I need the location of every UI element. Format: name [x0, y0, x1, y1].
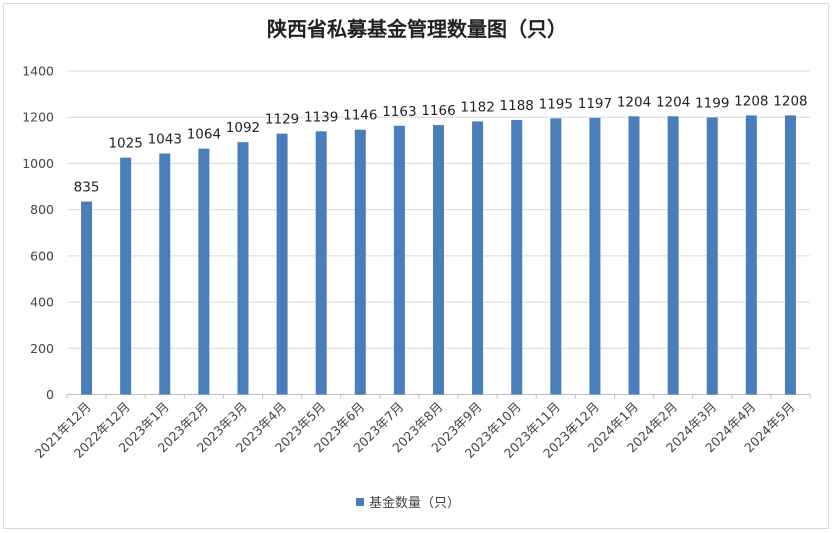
bar	[393, 125, 405, 395]
data-label: 1025	[108, 136, 142, 152]
y-tick-label: 1200	[22, 110, 54, 125]
data-label: 1199	[695, 95, 729, 111]
y-tick-label: 0	[46, 387, 54, 402]
data-label: 1204	[617, 94, 651, 110]
data-label: 835	[74, 180, 100, 196]
bars	[81, 115, 796, 395]
y-tick-label: 1000	[22, 156, 54, 171]
data-label: 1139	[304, 109, 338, 125]
bar	[550, 118, 562, 395]
legend-swatch	[356, 498, 364, 506]
y-tick-label: 400	[30, 295, 54, 310]
data-label: 1064	[187, 127, 221, 143]
legend: 基金数量（只）	[356, 495, 460, 511]
bar	[667, 116, 679, 395]
data-label: 1204	[656, 94, 690, 110]
bar	[237, 142, 249, 395]
bar	[472, 121, 484, 395]
bar	[511, 119, 523, 395]
y-tick-label: 600	[30, 248, 54, 263]
bar	[276, 133, 288, 395]
chart-title: 陕西省私募基金管理数量图（只）	[267, 17, 567, 41]
data-labels: 835 1025 1043 1064 1092 1129 1139 1146 1163 1166 1…	[74, 93, 808, 195]
data-label: 1197	[578, 96, 612, 112]
bar	[433, 125, 444, 395]
bar	[589, 117, 601, 395]
data-label: 1163	[382, 104, 416, 120]
data-label: 1129	[265, 112, 299, 128]
bar	[706, 117, 718, 395]
bar	[745, 115, 757, 395]
bar	[784, 115, 796, 395]
bar	[81, 201, 93, 395]
legend-label: 基金数量（只）	[369, 495, 460, 511]
bar	[628, 116, 640, 395]
y-tick-label: 1400	[22, 64, 54, 79]
bar	[198, 148, 210, 395]
data-label: 1182	[460, 99, 494, 115]
chart-frame	[3, 3, 829, 529]
bar	[120, 157, 132, 395]
data-label: 1208	[734, 93, 768, 109]
data-label: 1043	[148, 131, 182, 147]
y-tick-label: 800	[30, 202, 54, 217]
bar	[315, 131, 327, 395]
bar	[159, 153, 171, 395]
y-axis: 0 200 400 600 800 1000 1200 1400	[22, 64, 54, 403]
data-label: 1208	[773, 93, 807, 109]
data-label: 1195	[539, 96, 573, 112]
data-label: 1146	[343, 108, 377, 124]
data-label: 1092	[226, 120, 260, 136]
data-label: 1166	[421, 103, 455, 119]
x-axis: 2021年12月2022年12月2023年1月2023年2月2023年3月202…	[32, 394, 811, 461]
bar	[354, 129, 366, 395]
y-tick-label: 200	[30, 341, 54, 356]
data-label: 1188	[500, 98, 534, 114]
